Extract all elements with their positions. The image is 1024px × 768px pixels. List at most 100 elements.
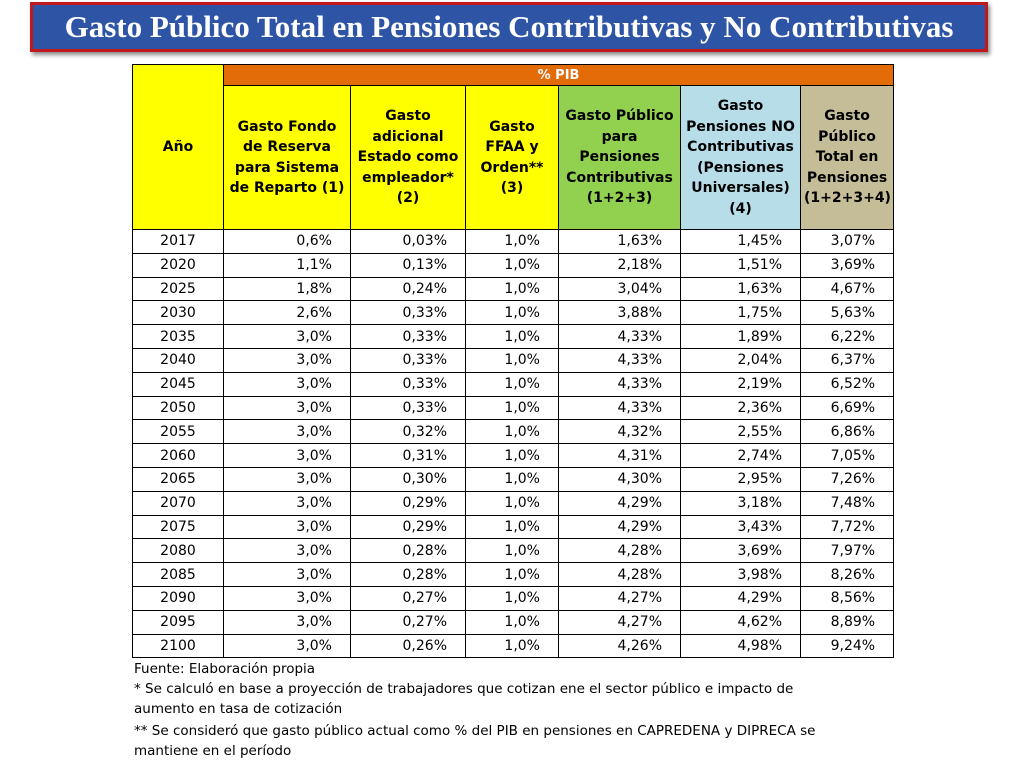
table-row: 2017 0,6% 0,03% 1,0% 1,63% 1,45% 3,07% (132, 229, 895, 254)
value-cell: 0,31% (350, 443, 466, 468)
value-cell: 1,45% (680, 229, 801, 254)
value-cell: 1,0% (465, 514, 559, 540)
value-cell: 0,29% (350, 490, 466, 516)
year-cell: 2065 (132, 466, 224, 492)
value-cell: 4,33% (558, 347, 681, 373)
value-cell: 0,33% (350, 371, 466, 397)
column-header-line: (4) (729, 200, 752, 217)
table-row: 2065 3,0% 0,30% 1,0% 4,30% 2,95% 7,26% (132, 466, 895, 492)
value-cell: 4,67% (799, 276, 895, 302)
year-cell: 2080 (132, 538, 224, 564)
year-cell: 2050 (132, 395, 224, 421)
value-cell: 3,0% (223, 514, 351, 540)
value-cell: 3,69% (799, 252, 895, 278)
value-cell: 1,63% (558, 229, 681, 254)
value-cell: 3,18% (680, 490, 801, 516)
value-cell: 4,28% (558, 562, 681, 587)
table-row: 2075 3,0% 0,29% 1,0% 4,29% 3,43% 7,72% (132, 514, 895, 540)
value-cell: 0,33% (350, 324, 466, 349)
value-cell: 0,13% (350, 252, 466, 278)
value-cell: 4,26% (558, 633, 681, 659)
value-cell: 1,0% (465, 395, 559, 421)
year-cell: 2070 (132, 490, 224, 516)
value-cell: 6,52% (799, 371, 895, 397)
value-cell: 1,0% (465, 466, 559, 492)
value-cell: 7,72% (799, 514, 895, 540)
year-cell: 2075 (132, 514, 224, 540)
column-header-line: Gasto (385, 108, 431, 125)
value-cell: 7,48% (799, 490, 895, 516)
value-cell: 7,05% (799, 443, 895, 468)
value-cell: 6,22% (799, 324, 895, 349)
value-cell: 4,29% (680, 585, 801, 611)
value-cell: 1,0% (465, 538, 559, 564)
column-header-line: Gasto Público (565, 108, 674, 125)
value-cell: 3,0% (223, 562, 351, 587)
year-cell: 2060 (132, 443, 224, 468)
column-header-line: adicional (372, 128, 444, 145)
table-row: 2100 3,0% 0,26% 1,0% 4,26% 4,98% 9,24% (132, 633, 895, 659)
column-header-line: (3) (500, 180, 524, 196)
column-header-line: Gasto Fondo (237, 118, 337, 135)
year-cell: 2025 (132, 276, 224, 302)
value-cell: 1,0% (465, 562, 559, 587)
value-cell: 0,29% (350, 514, 466, 540)
value-cell: 3,04% (558, 276, 681, 302)
value-cell: 0,33% (350, 300, 466, 326)
value-cell: 1,75% (680, 300, 801, 326)
column-header-5: Gasto Pensiones NO Contributivas (Pensiones… (680, 85, 801, 230)
column-header-line: Total en (815, 149, 879, 166)
year-cell: 2100 (132, 633, 224, 659)
table-row: 2085 3,0% 0,28% 1,0% 4,28% 3,98% 8,26% (132, 562, 895, 587)
value-cell: 2,74% (680, 443, 801, 468)
year-cell: 2020 (132, 252, 224, 278)
value-cell: 2,55% (680, 419, 801, 445)
value-cell: 1,0% (465, 419, 559, 445)
footnote-2: ** Se consideró que gasto público actual… (134, 723, 816, 759)
table-body: 2017 0,6% 0,03% 1,0% 1,63% 1,45% 3,07% 2020 1,1%… (132, 229, 895, 659)
table-row: 2035 3,0% 0,33% 1,0% 4,33% 1,89% 6,22% (132, 324, 895, 349)
value-cell: 3,0% (223, 466, 351, 492)
value-cell: 1,51% (680, 252, 801, 278)
value-cell: 4,27% (558, 609, 681, 635)
value-cell: 2,95% (680, 466, 801, 492)
year-cell: 2045 (132, 371, 224, 397)
value-cell: 4,33% (558, 395, 681, 421)
column-header-line: (Pensiones (697, 159, 784, 176)
value-cell: 4,31% (558, 443, 681, 468)
column-header-line: para Pensiones (579, 128, 660, 166)
column-header-2: Gasto adicional Estado como empleador* (2) (350, 85, 466, 230)
value-cell: 8,26% (799, 562, 895, 587)
value-cell: 3,0% (223, 609, 351, 635)
value-cell: 3,43% (680, 514, 801, 540)
value-cell: 1,89% (680, 324, 801, 349)
value-cell: 7,97% (799, 538, 895, 564)
value-cell: 2,19% (680, 371, 801, 397)
column-header-6: Gasto Público Total en Pensiones (1+2+3+4) (799, 85, 895, 230)
value-cell: 6,86% (799, 419, 895, 445)
table-row: 2030 2,6% 0,33% 1,0% 3,88% 1,75% 5,63% (132, 300, 895, 326)
column-header-line: Orden** (480, 159, 544, 176)
value-cell: 1,0% (465, 229, 559, 254)
column-header-line: Gasto (489, 118, 535, 135)
value-cell: 1,0% (465, 276, 559, 302)
value-cell: 0,03% (350, 229, 466, 254)
year-cell: 2095 (132, 609, 224, 635)
pension-spending-table: Año % PIB Gasto Fondo de Reserva para Sist… (132, 64, 895, 659)
value-cell: 1,63% (680, 276, 801, 302)
value-cell: 3,0% (223, 324, 351, 349)
value-cell: 1,0% (465, 347, 559, 373)
value-cell: 0,6% (223, 229, 351, 254)
value-cell: 4,32% (558, 419, 681, 445)
table-row: 2095 3,0% 0,27% 1,0% 4,27% 4,62% 8,89% (132, 609, 895, 635)
footnotes: Fuente: Elaboración propia * Se calculó … (134, 659, 834, 761)
year-cell: 2040 (132, 347, 224, 373)
column-header-line: Estado como (357, 149, 459, 166)
footnote-1: * Se calculó en base a proyección de tra… (134, 681, 794, 717)
column-header-1: Gasto Fondo de Reserva para Sistema de Repa… (223, 85, 351, 230)
year-cell: 2055 (132, 419, 224, 445)
column-header-line: FFAA y (485, 139, 539, 155)
column-header-line: Gasto (824, 108, 870, 125)
column-header-line: empleador* (362, 169, 454, 186)
table-row: 2055 3,0% 0,32% 1,0% 4,32% 2,55% 6,86% (132, 419, 895, 445)
